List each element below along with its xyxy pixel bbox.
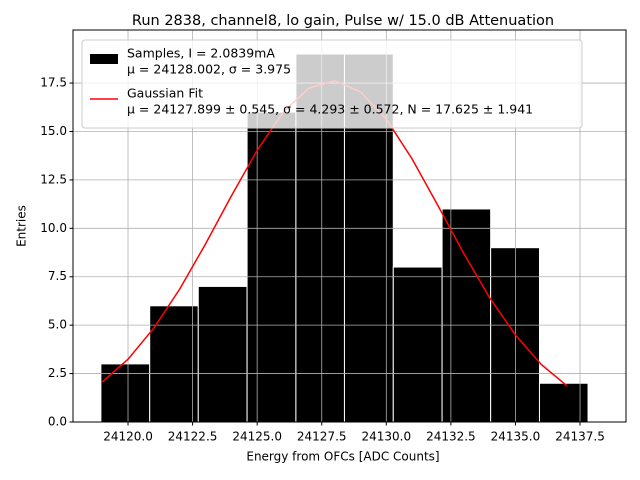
y-tick-label: 5.0 — [48, 318, 67, 332]
x-tick-label: 24120.0 — [103, 430, 153, 444]
y-axis-label: Entries — [15, 205, 29, 247]
histogram-bar — [100, 363, 151, 423]
histogram-bar — [392, 266, 443, 423]
legend-label: Samples, I = 2.0839mA — [127, 46, 275, 61]
legend-label: Gaussian Fit — [127, 86, 203, 101]
histogram-bar — [246, 111, 297, 423]
legend-box — [81, 39, 583, 129]
x-tick-label: 24132.5 — [426, 430, 476, 444]
x-tick-label: 24135.0 — [491, 430, 541, 444]
y-tick-label: 15.0 — [40, 124, 67, 138]
legend-label: μ = 24128.002, σ = 3.975 — [127, 62, 291, 77]
x-tick-label: 24122.5 — [168, 430, 218, 444]
plot-frame — [72, 29, 627, 423]
chart-title: Run 2838, channel8, lo gain, Pulse w/ 15… — [132, 13, 554, 29]
x-tick-label: 24130.0 — [361, 430, 411, 444]
y-tick-label: 7.5 — [48, 269, 67, 283]
legend-label: μ = 24127.899 ± 0.545, σ = 4.293 ± 0.572… — [127, 102, 533, 117]
y-tick-label: 10.0 — [40, 221, 67, 235]
y-tick-label: 2.5 — [48, 366, 67, 380]
x-tick-label: 24137.5 — [555, 430, 605, 444]
histogram-bar — [441, 208, 492, 423]
histogram-bar — [197, 285, 248, 423]
x-tick-label: 24125.0 — [232, 430, 282, 444]
histogram-bar — [538, 382, 589, 423]
y-tick-label: 17.5 — [40, 76, 67, 90]
x-axis-label: Energy from OFCs [ADC Counts] — [246, 450, 439, 464]
y-tick-label: 0.0 — [48, 415, 67, 429]
y-tick-label: 12.5 — [40, 172, 67, 186]
x-tick-label: 24127.5 — [297, 430, 347, 444]
legend-patch — [90, 54, 118, 64]
